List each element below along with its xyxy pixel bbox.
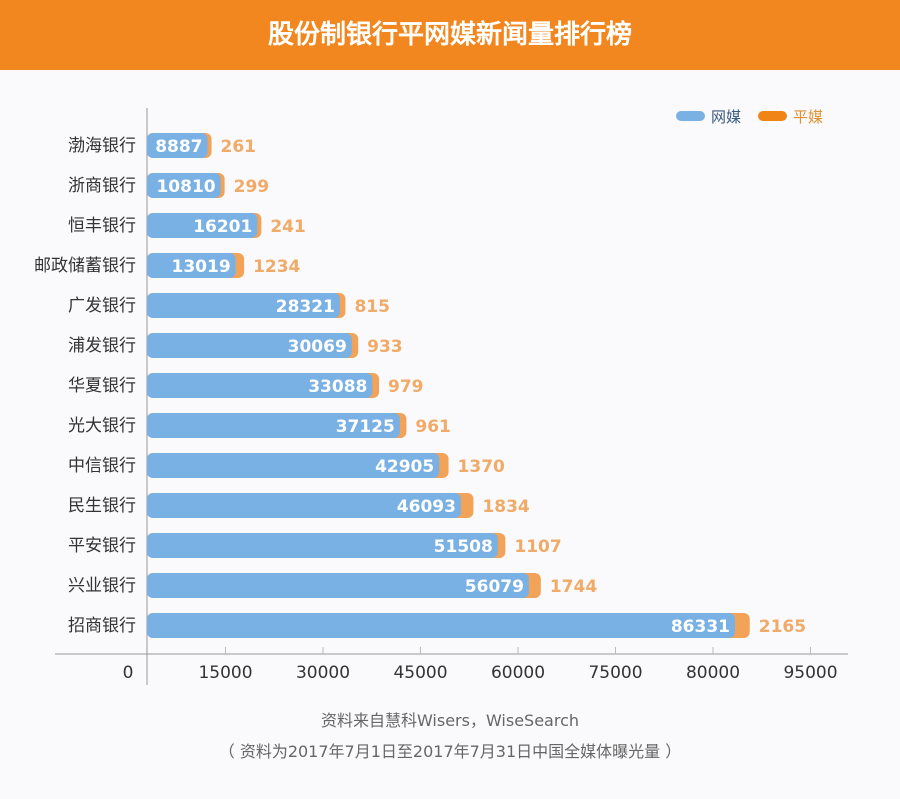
x-tick-label: 60000 <box>491 663 545 683</box>
bar-wangmei <box>147 333 352 358</box>
bar-wangmei <box>147 573 529 598</box>
bar-wangmei <box>147 173 221 198</box>
pingmei-value-label: 1834 <box>482 497 529 517</box>
category-label: 中信银行 <box>68 456 136 476</box>
bar-wangmei <box>147 253 236 278</box>
legend-label: 网媒 <box>711 108 741 126</box>
bar-wangmei <box>147 293 340 318</box>
x-tick-label: 75000 <box>588 663 642 683</box>
pingmei-value-label: 261 <box>221 137 256 157</box>
chart-title: 股份制银行平网媒新闻量排行榜 <box>0 0 900 70</box>
bar-chart: 0 15000 30000 45000 60000 75000 80000 95000 渤海银行… <box>34 108 848 685</box>
category-label: 兴业银行 <box>68 576 136 596</box>
wangmei-value-label: 86331 <box>671 617 730 637</box>
x-tick-label: 0 <box>123 663 134 683</box>
wangmei-value-label: 10810 <box>156 177 215 197</box>
pingmei-value-label: 815 <box>354 297 390 317</box>
category-label: 光大银行 <box>68 416 136 436</box>
category-label: 民生银行 <box>68 496 136 516</box>
bar-wangmei <box>147 533 498 558</box>
x-tick-label: 30000 <box>296 663 350 683</box>
wangmei-value-label: 8887 <box>155 137 202 157</box>
legend-swatch <box>758 111 787 121</box>
pingmei-value-label: 933 <box>367 337 403 357</box>
category-label: 华夏银行 <box>68 376 136 396</box>
bar-wangmei <box>147 133 208 158</box>
category-label: 浦发银行 <box>68 336 136 356</box>
bar-wangmei <box>147 373 373 398</box>
category-label: 浙商银行 <box>68 176 136 196</box>
wangmei-value-label: 30069 <box>288 337 347 357</box>
legend-swatch <box>676 111 705 121</box>
x-tick-label: 45000 <box>393 663 447 683</box>
bar-wangmei <box>147 413 400 438</box>
category-label: 渤海银行 <box>68 136 136 156</box>
pingmei-value-label: 1107 <box>514 537 561 557</box>
bar-wangmei <box>147 453 440 478</box>
category-label: 平安银行 <box>68 536 136 556</box>
pingmei-value-label: 961 <box>415 417 451 437</box>
x-tick-label: 80000 <box>686 663 740 683</box>
wangmei-value-label: 42905 <box>375 457 434 477</box>
pingmei-value-label: 299 <box>234 177 270 197</box>
category-label: 招商银行 <box>68 616 136 636</box>
source-text: 资料来自慧科Wisers，WiseSearch <box>320 711 580 730</box>
legend-label: 平媒 <box>793 108 823 126</box>
bar-wangmei <box>147 613 735 638</box>
pingmei-value-label: 979 <box>388 377 424 397</box>
pingmei-value-label: 2165 <box>759 617 806 637</box>
wangmei-value-label: 37125 <box>336 417 395 437</box>
category-label: 邮政储蓄银行 <box>34 256 136 276</box>
pingmei-value-label: 1744 <box>550 577 597 597</box>
wangmei-value-label: 33088 <box>308 377 367 397</box>
x-tick-label: 15000 <box>198 663 252 683</box>
wangmei-value-label: 51508 <box>434 537 493 557</box>
x-tick-label: 95000 <box>783 663 837 683</box>
wangmei-value-label: 56079 <box>465 577 524 597</box>
category-label: 恒丰银行 <box>68 216 136 236</box>
wangmei-value-label: 13019 <box>172 257 231 277</box>
pingmei-value-label: 1370 <box>458 457 505 477</box>
pingmei-value-label: 1234 <box>253 257 300 277</box>
bar-wangmei <box>147 213 258 238</box>
category-label: 广发银行 <box>68 296 136 316</box>
wangmei-value-label: 28321 <box>276 297 335 317</box>
pingmei-value-label: 241 <box>270 217 306 237</box>
wangmei-value-label: 16201 <box>193 217 252 237</box>
bar-wangmei <box>147 493 461 518</box>
note-text: （ 资料为2017年7月1日至2017年7月31日中国全媒体曝光量 ） <box>218 742 682 761</box>
wangmei-value-label: 46093 <box>397 497 456 517</box>
